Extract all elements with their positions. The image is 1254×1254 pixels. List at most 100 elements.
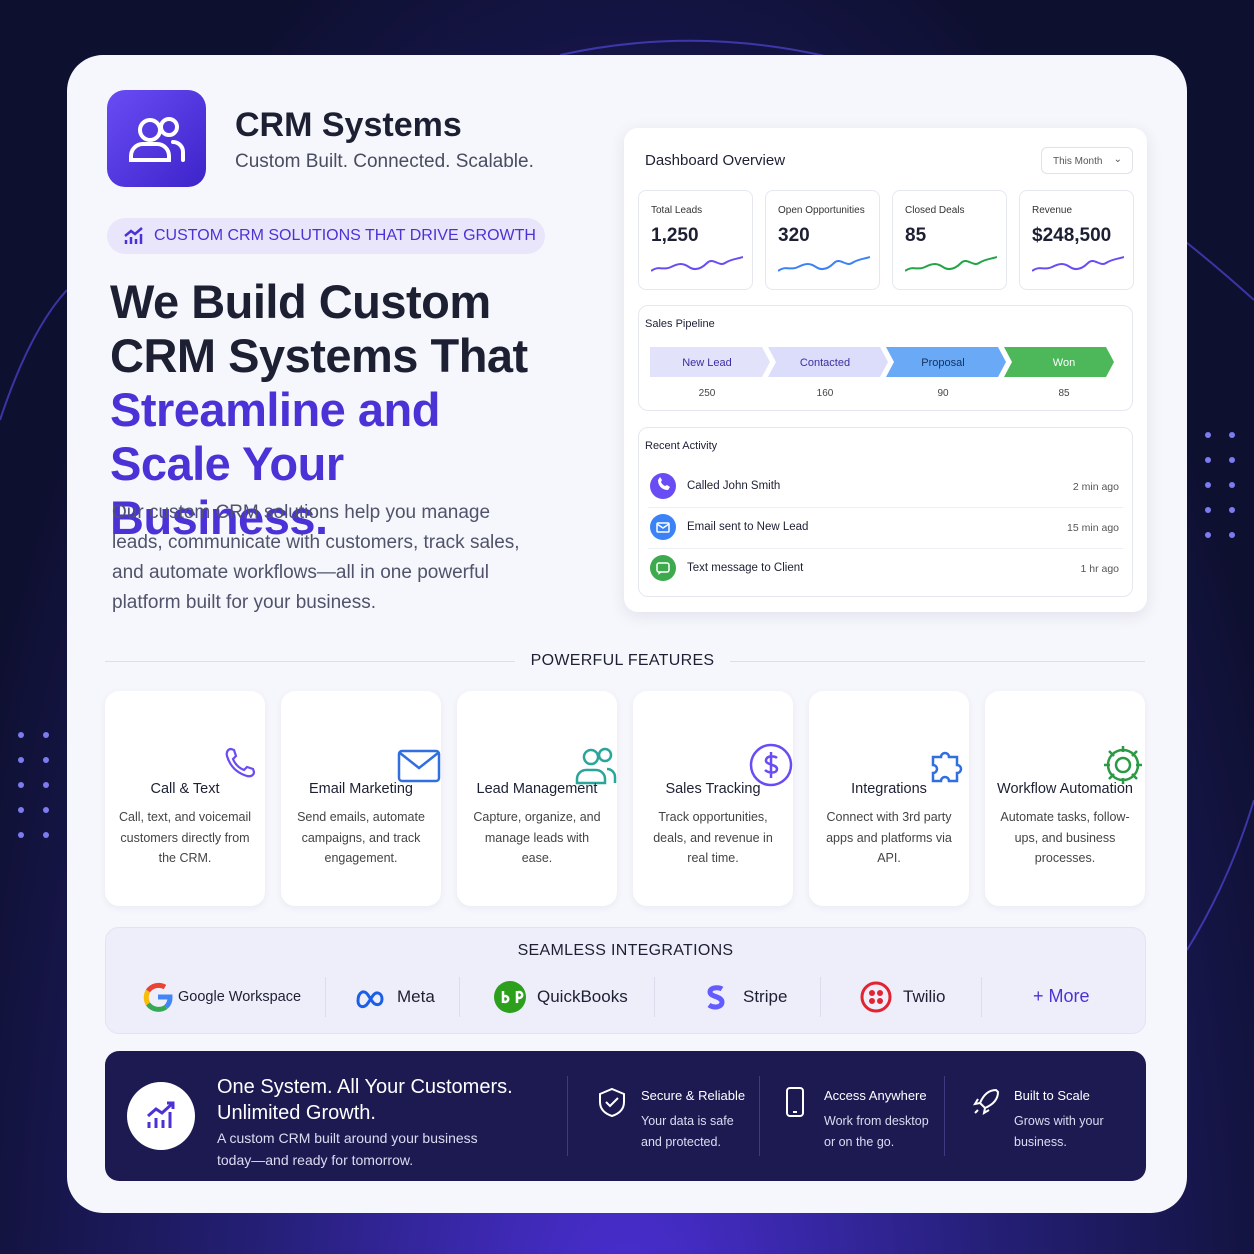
sparkline bbox=[650, 255, 744, 280]
activity-time: 15 min ago bbox=[1067, 522, 1119, 534]
activity-time: 1 hr ago bbox=[1080, 563, 1119, 575]
description: Our custom CRM solutions help you manage… bbox=[112, 502, 520, 613]
growth-icon bbox=[147, 1101, 175, 1128]
kpi-value: $248,500 bbox=[1032, 225, 1112, 246]
integration-name: QuickBooks bbox=[537, 987, 628, 1006]
point-text: Work from desktop or on the go. bbox=[824, 1114, 929, 1149]
integration-divider bbox=[459, 977, 460, 1017]
integration-name: Stripe bbox=[743, 987, 788, 1006]
feature-description: Send emails, automate campaigns, and tra… bbox=[297, 810, 425, 865]
integration-name: Google Workspace bbox=[178, 989, 302, 1005]
pipeline-stage bbox=[1004, 347, 1114, 377]
kpi-value: 1,250 bbox=[651, 225, 699, 246]
stage-name: New Lead bbox=[682, 357, 732, 369]
feature-card: Email Marketing Send emails, automate cam… bbox=[281, 691, 441, 906]
feature-title: Lead Management bbox=[476, 781, 598, 797]
feature-card: Integrations Connect with 3rd party apps … bbox=[809, 691, 969, 906]
feature-card: Call & Text Call, text, and voicemail cus… bbox=[105, 691, 265, 906]
integration-logo bbox=[700, 979, 734, 1020]
pipeline-stage bbox=[886, 347, 1006, 377]
feature-glyph bbox=[225, 747, 256, 778]
badge-icon bbox=[124, 227, 143, 244]
point-icon bbox=[970, 1086, 1002, 1125]
sparkline bbox=[777, 255, 871, 280]
sparkline bbox=[904, 255, 998, 280]
integration-logo bbox=[354, 979, 388, 1020]
feature-title: Integrations bbox=[851, 781, 927, 797]
point-icon bbox=[597, 1086, 629, 1125]
logo bbox=[107, 90, 206, 187]
logo-icon bbox=[129, 117, 185, 162]
activity-divider bbox=[648, 507, 1123, 508]
feature-glyph bbox=[1104, 746, 1142, 784]
activity-glyph bbox=[650, 473, 676, 499]
feature-glyph bbox=[397, 749, 441, 783]
logo-glyph bbox=[707, 985, 725, 1010]
logo-glyph bbox=[356, 990, 384, 1009]
feature-title: Workflow Automation bbox=[997, 781, 1133, 797]
point-title: Access Anywhere bbox=[824, 1088, 927, 1103]
feature-description: Connect with 3rd party apps and platform… bbox=[826, 810, 952, 865]
stage-name: Contacted bbox=[800, 357, 850, 369]
point-glyph bbox=[972, 1088, 1000, 1116]
more-link[interactable]: + More bbox=[1033, 986, 1090, 1006]
integration-logo bbox=[494, 979, 528, 1020]
footer-text: A custom CRM built around your business … bbox=[217, 1130, 478, 1168]
point-text: Your data is safe and protected. bbox=[641, 1114, 734, 1149]
stage-count: 250 bbox=[699, 388, 716, 399]
activity-time: 2 min ago bbox=[1072, 481, 1119, 493]
period-text: This Month bbox=[1053, 156, 1103, 167]
kpi-card: Total Leads 1,250 bbox=[638, 190, 753, 290]
pipeline-title: Sales Pipeline bbox=[645, 318, 715, 330]
activity-icon bbox=[650, 473, 676, 504]
integrations-title: SEAMLESS INTEGRATIONS bbox=[517, 942, 734, 959]
feature-card: Lead Management Capture, organize, and ma… bbox=[457, 691, 617, 906]
feature-description: Capture, organize, and manage leads with… bbox=[473, 810, 601, 865]
integration-divider bbox=[325, 977, 326, 1017]
features-title: POWERFUL FEATURES bbox=[530, 652, 715, 669]
point-title: Built to Scale bbox=[1014, 1088, 1090, 1103]
stage-count: 85 bbox=[1058, 388, 1070, 399]
integration-name: Twilio bbox=[903, 987, 946, 1006]
feature-glyph bbox=[575, 747, 617, 785]
headline: We Build Custom CRM Systems That Streaml… bbox=[110, 275, 550, 545]
activity-text: Text message to Client bbox=[687, 562, 804, 574]
integrations-panel bbox=[105, 927, 1146, 1034]
activity-panel bbox=[638, 427, 1133, 597]
activity-divider bbox=[648, 548, 1123, 549]
feature-description: Track opportunities, deals, and revenue … bbox=[653, 810, 773, 865]
integration-name: Meta bbox=[397, 987, 435, 1006]
footer-divider bbox=[759, 1076, 760, 1156]
footer-divider bbox=[944, 1076, 945, 1156]
kpi-card: Revenue $248,500 bbox=[1019, 190, 1134, 290]
integration-divider bbox=[981, 977, 982, 1017]
headline-accent: Streamline and Scale Your Business. bbox=[110, 383, 440, 544]
sparkline bbox=[1031, 255, 1125, 280]
integration-logo bbox=[141, 979, 175, 1020]
activity-text: Called John Smith bbox=[687, 480, 781, 492]
feature-description: Call, text, and voicemail customers dire… bbox=[119, 810, 252, 865]
dashboard-title: Dashboard Overview bbox=[645, 152, 786, 169]
tagline: Custom Built. Connected. Scalable. bbox=[235, 151, 534, 172]
point-text: Grows with your business. bbox=[1014, 1114, 1104, 1149]
kpi-label: Closed Deals bbox=[905, 205, 965, 216]
integration-divider bbox=[654, 977, 655, 1017]
pipeline: New Lead 250 Contacted 160 Proposal 90 Won 85 bbox=[650, 347, 1114, 399]
point-glyph bbox=[599, 1087, 625, 1118]
logo-glyph bbox=[860, 981, 892, 1013]
point-glyph bbox=[786, 1087, 804, 1117]
stage-count: 90 bbox=[937, 388, 949, 399]
badge: CUSTOM CRM SOLUTIONS THAT DRIVE GROWTH bbox=[107, 218, 545, 254]
period-dropdown[interactable]: This Month ⌄ bbox=[1041, 147, 1133, 174]
badge-text: CUSTOM CRM SOLUTIONS THAT DRIVE GROWTH bbox=[154, 227, 536, 244]
kpi-value: 320 bbox=[778, 225, 810, 246]
feature-title: Sales Tracking bbox=[665, 781, 761, 797]
title: CRM Systems bbox=[235, 106, 462, 144]
activity-icon bbox=[650, 514, 676, 545]
kpi-label: Total Leads bbox=[651, 205, 703, 216]
activity-glyph bbox=[650, 555, 676, 581]
feature-glyph bbox=[931, 751, 963, 783]
kpi-card: Closed Deals 85 bbox=[892, 190, 1007, 290]
sparkline-path bbox=[777, 256, 871, 272]
logo-glyph bbox=[494, 981, 526, 1013]
